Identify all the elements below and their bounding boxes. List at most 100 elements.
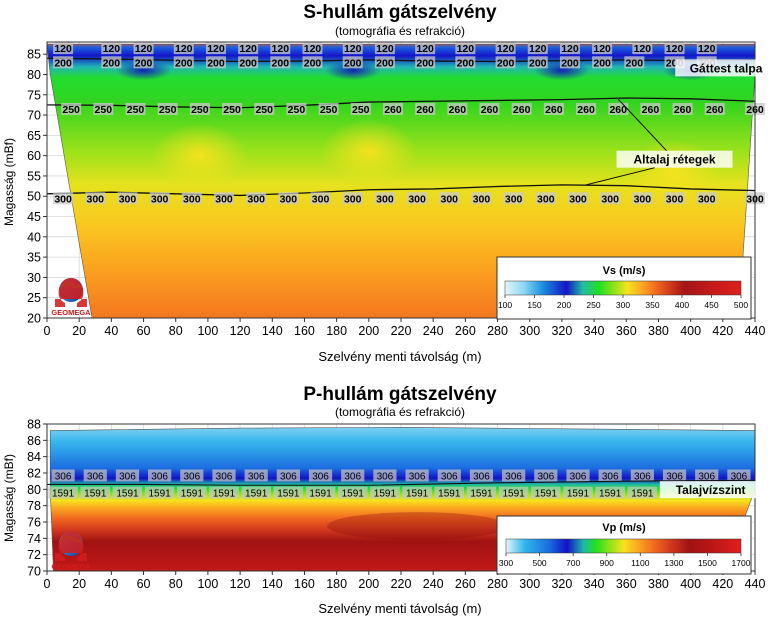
x-tick-label: 260 bbox=[455, 324, 476, 338]
contour-label-box bbox=[53, 192, 74, 205]
x-tick-label: 400 bbox=[680, 577, 701, 591]
contour-label: 1591 bbox=[52, 489, 75, 500]
x-tick-label: 300 bbox=[519, 577, 540, 591]
contour-label-box bbox=[173, 42, 194, 55]
x-tick-label: 360 bbox=[616, 577, 637, 591]
contour-label-box bbox=[51, 469, 75, 482]
contour-label-box bbox=[214, 192, 234, 205]
y-tick-label: 74 bbox=[27, 532, 41, 546]
contour-label-box bbox=[632, 192, 653, 205]
contour-label-box bbox=[527, 42, 548, 55]
contour-label-box bbox=[189, 102, 210, 115]
contour-label-box bbox=[437, 469, 461, 482]
contour-label-box bbox=[302, 56, 323, 69]
contour-label-box bbox=[342, 56, 363, 69]
contour-label: 306 bbox=[216, 471, 233, 482]
contour-label-box bbox=[439, 192, 460, 205]
contour-label-box bbox=[48, 486, 78, 499]
contour-label-box bbox=[498, 486, 529, 499]
contour-label-box bbox=[600, 192, 621, 205]
contour-label: 306 bbox=[634, 471, 651, 482]
contour-label: 250 bbox=[223, 104, 241, 116]
contour-label-box bbox=[133, 42, 154, 55]
contour-label: 306 bbox=[87, 471, 104, 482]
x-tick-label: 300 bbox=[519, 324, 540, 338]
p-wave-x-axis: 0 20 40 60 80 100 120 140 160 180 200 220 240 260 280 3… bbox=[44, 571, 765, 591]
contour-label: 1591 bbox=[309, 489, 332, 500]
contour-label-box bbox=[125, 102, 146, 115]
contour-label: 200 bbox=[207, 57, 225, 69]
contour-label-box bbox=[627, 486, 658, 499]
geomega-logo: GEOMEGA bbox=[51, 532, 91, 571]
y-tick-label: 80 bbox=[27, 68, 41, 82]
contour-label: 1591 bbox=[277, 489, 300, 500]
contour-label: 306 bbox=[698, 471, 715, 482]
contour-label: 306 bbox=[248, 471, 265, 482]
contour-label: 300 bbox=[537, 193, 555, 205]
contour-label: 120 bbox=[272, 43, 290, 55]
contour-label: 300 bbox=[569, 193, 587, 205]
contour-label: 200 bbox=[135, 57, 153, 69]
contour-label: 306 bbox=[537, 471, 554, 482]
contour-label: 306 bbox=[731, 471, 748, 482]
contour-label: 120 bbox=[54, 43, 72, 55]
contour-label-box bbox=[624, 56, 645, 69]
contour-label: 300 bbox=[215, 193, 233, 205]
contour-label-box bbox=[566, 469, 590, 482]
contour-label: 1591 bbox=[116, 489, 139, 500]
contour-label-box bbox=[592, 42, 613, 55]
contour-label: 1591 bbox=[374, 489, 397, 500]
contour-label-box bbox=[276, 469, 300, 482]
contour-label-box bbox=[466, 486, 497, 499]
contour-label-box bbox=[531, 486, 561, 499]
contour-label: 120 bbox=[593, 43, 611, 55]
contour-label: 120 bbox=[135, 43, 153, 55]
contour-label: 260 bbox=[545, 104, 563, 116]
contour-label: 250 bbox=[62, 104, 80, 116]
contour-label-box bbox=[238, 42, 259, 55]
contour-label-box bbox=[415, 42, 436, 55]
contour-label-box bbox=[205, 42, 226, 55]
contour-label: 300 bbox=[634, 193, 652, 205]
y-tick-label: 88 bbox=[27, 418, 41, 432]
x-tick-label: 380 bbox=[648, 324, 669, 338]
colorbar-tick-label: 700 bbox=[566, 558, 580, 568]
s-wave-low-velocity-lens bbox=[115, 60, 172, 81]
contour-label-box bbox=[559, 42, 580, 55]
x-tick-label: 140 bbox=[262, 324, 283, 338]
contour-label-box bbox=[535, 192, 556, 205]
x-tick-label: 400 bbox=[680, 324, 701, 338]
contour-label: 300 bbox=[441, 193, 459, 205]
contour-label: 1591 bbox=[503, 489, 526, 500]
contour-label: 260 bbox=[674, 104, 692, 116]
contour-label: 120 bbox=[239, 43, 257, 55]
x-tick-label: 220 bbox=[391, 324, 412, 338]
contour-label: 1591 bbox=[149, 489, 172, 500]
contour-label-box bbox=[479, 102, 500, 115]
s-wave-colorbar-label: Vs (m/s) bbox=[603, 265, 646, 277]
x-tick-label: 100 bbox=[197, 577, 218, 591]
colorbar-tick-label: 200 bbox=[557, 300, 571, 310]
contour-label: 120 bbox=[529, 43, 547, 55]
contour-label-box bbox=[672, 102, 693, 115]
contour-label: 200 bbox=[272, 57, 290, 69]
contour-label: 200 bbox=[457, 57, 475, 69]
contour-label-box bbox=[563, 486, 593, 499]
x-tick-label: 240 bbox=[423, 324, 444, 338]
contour-label: 306 bbox=[55, 471, 72, 482]
contour-label-box bbox=[85, 192, 106, 205]
contour-label-box bbox=[455, 42, 476, 55]
s-wave-high-velocity-zone bbox=[151, 123, 248, 188]
contour-label: 306 bbox=[119, 471, 136, 482]
annotation-label: Talajvízszint bbox=[676, 483, 746, 497]
contour-label: 200 bbox=[103, 57, 121, 69]
contour-label: 1591 bbox=[438, 489, 461, 500]
contour-label: 306 bbox=[666, 471, 683, 482]
x-tick-label: 340 bbox=[584, 324, 605, 338]
colorbar-tick-label: 1100 bbox=[631, 558, 650, 568]
contour-label-box bbox=[696, 42, 717, 55]
contour-label-box bbox=[302, 42, 323, 55]
contour-label-box bbox=[157, 102, 178, 115]
s-wave-low-velocity-lens bbox=[324, 60, 381, 81]
y-tick-label: 60 bbox=[27, 149, 41, 163]
